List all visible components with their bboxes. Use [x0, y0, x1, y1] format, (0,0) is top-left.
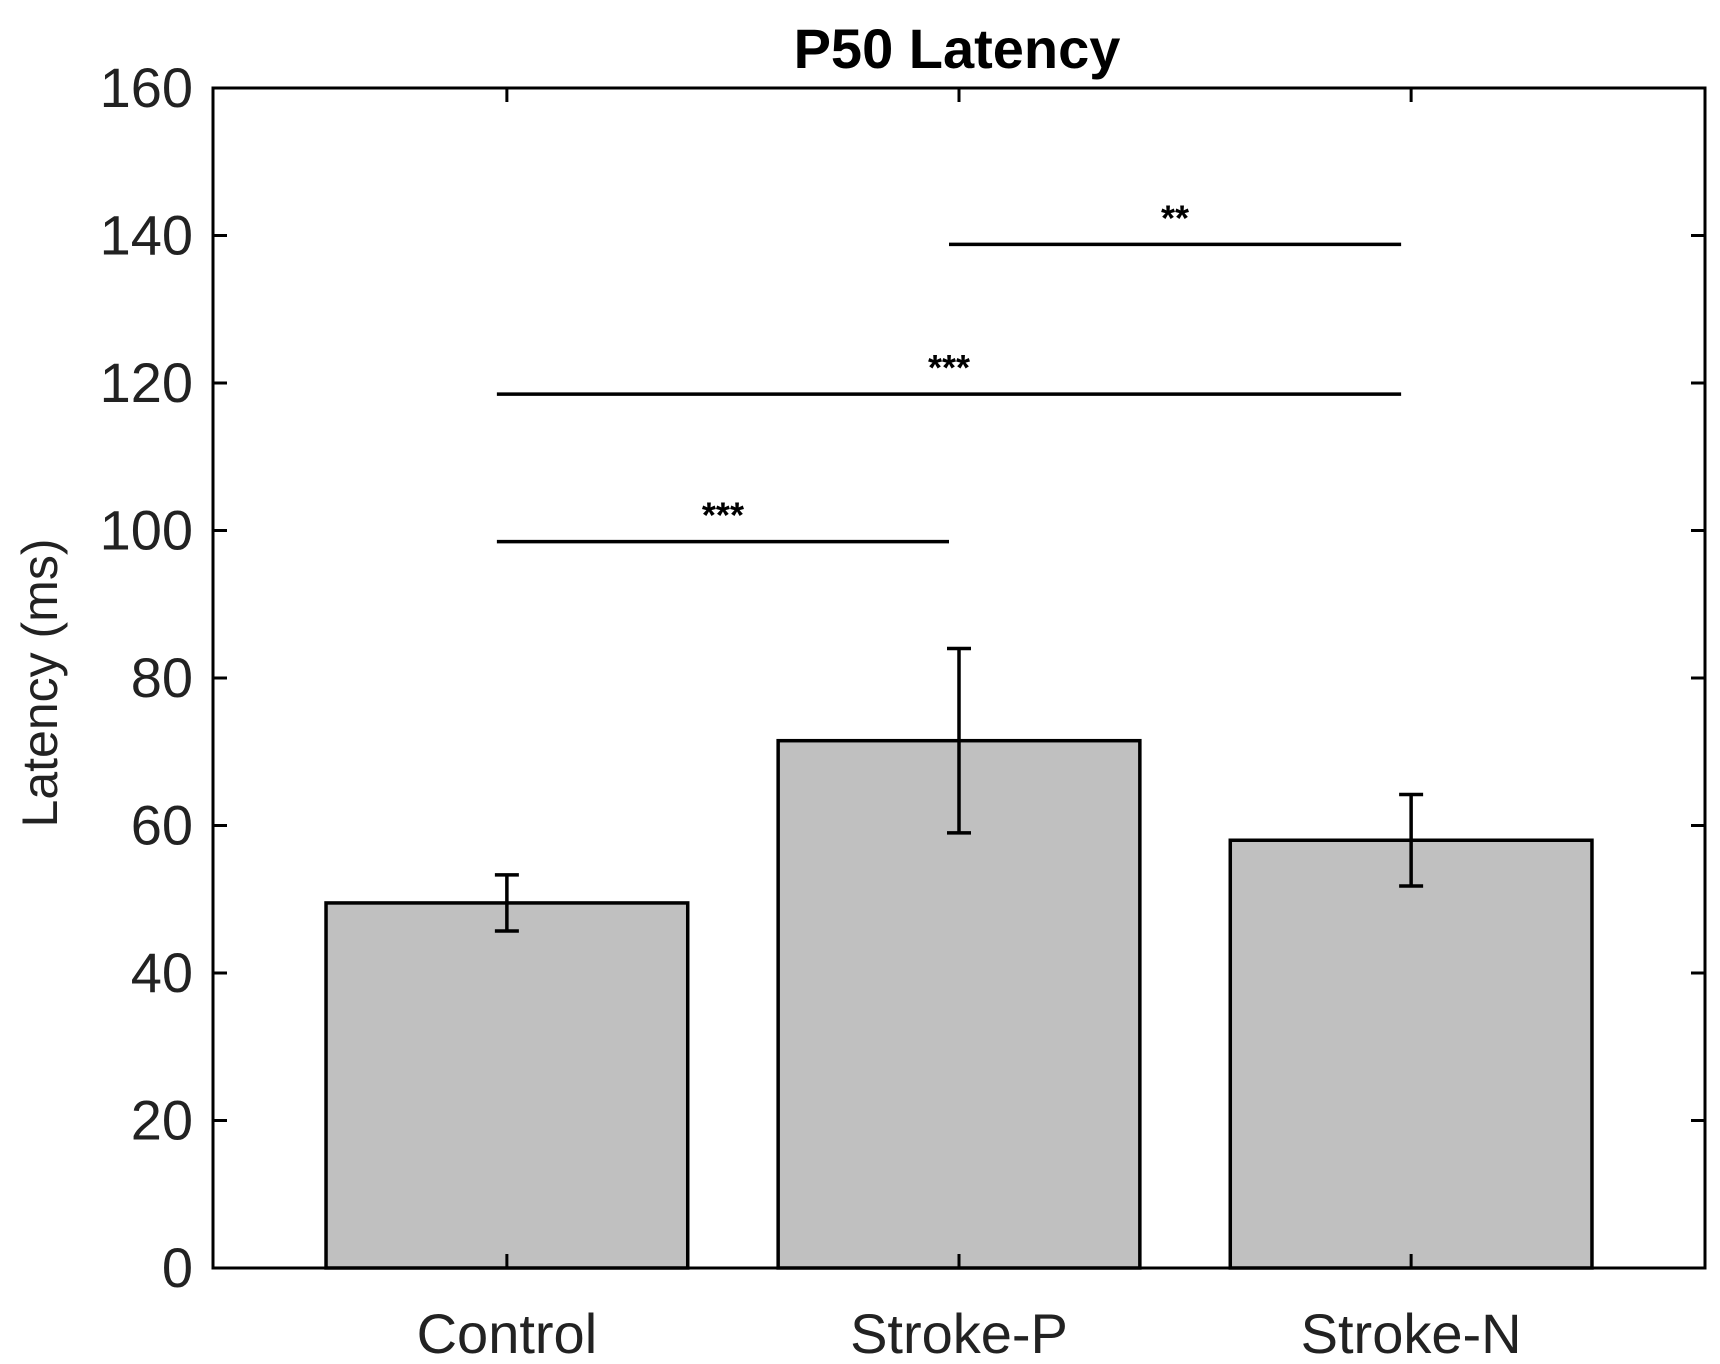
x-tick-label: Stroke-P: [850, 1302, 1068, 1364]
y-tick-label: 140: [100, 204, 193, 267]
y-tick-label: 160: [100, 56, 193, 119]
y-tick-label: 100: [100, 499, 193, 562]
significance-label: **: [1161, 197, 1189, 238]
y-tick-label: 80: [131, 646, 193, 709]
y-tick-label: 0: [162, 1236, 193, 1299]
chart-title: P50 Latency: [794, 17, 1121, 80]
y-tick-label: 120: [100, 351, 193, 414]
y-ticks-group: 0 20 40 60 80 100 120 140 160: [100, 56, 1705, 1299]
y-tick-label: 40: [131, 941, 193, 1004]
error-bars-group: [494, 646, 1424, 933]
significance-label: ***: [702, 495, 744, 536]
x-tick-label: Stroke-N: [1301, 1302, 1522, 1364]
significance-label: ***: [928, 347, 970, 388]
x-ticks-group: Control Stroke-P Stroke-N: [417, 88, 1522, 1364]
y-tick-label: 60: [131, 794, 193, 857]
bar-control: [324, 901, 690, 1270]
significance-group: ********: [496, 197, 1402, 544]
y-tick-label: 20: [131, 1089, 193, 1152]
y-axis-label: Latency (ms): [12, 539, 68, 828]
bar-stroke-n: [1228, 838, 1594, 1270]
x-tick-label: Control: [417, 1302, 598, 1364]
